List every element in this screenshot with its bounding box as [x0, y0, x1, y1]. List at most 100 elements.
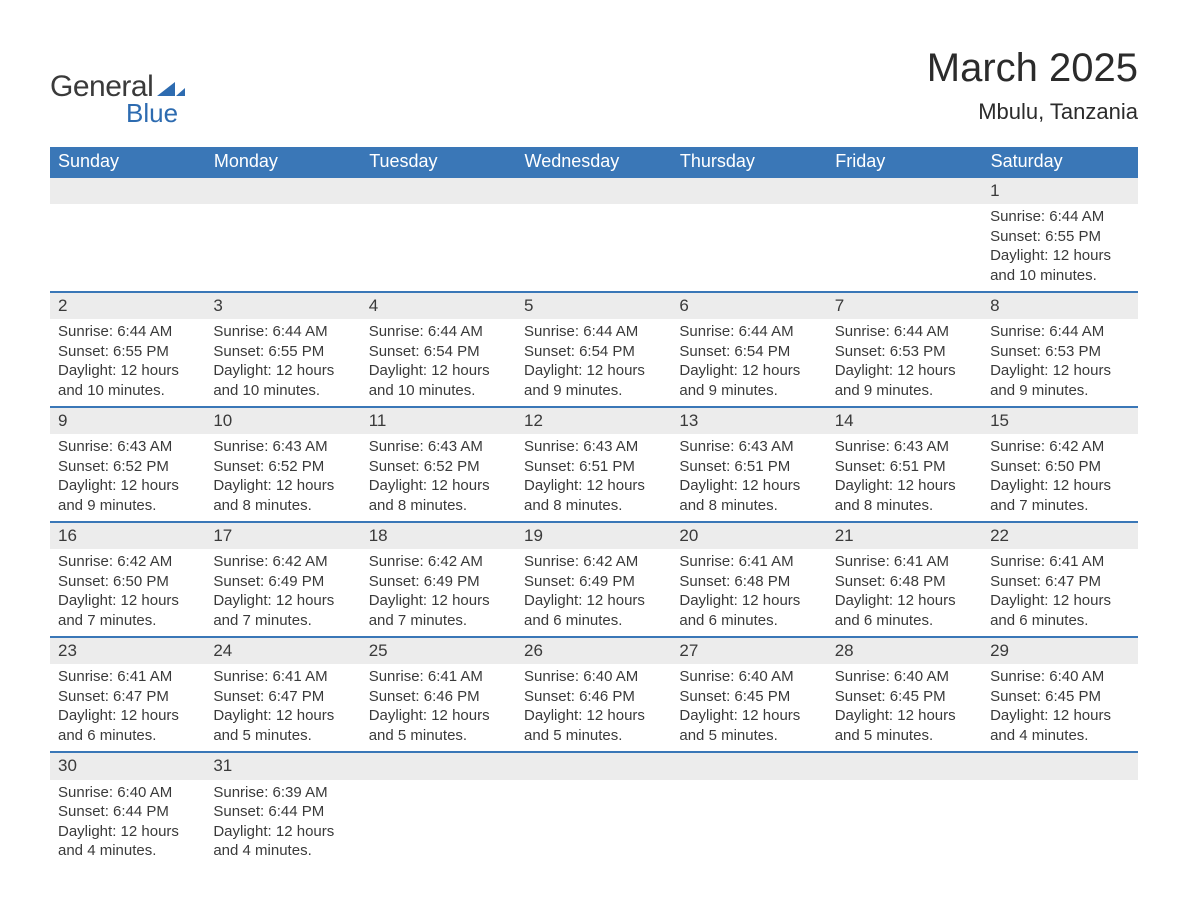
sunrise-text: Sunrise: 6:41 AM	[679, 552, 818, 572]
day-details	[671, 204, 826, 292]
sunset-text: Sunset: 6:55 PM	[58, 342, 197, 362]
day-number	[50, 177, 205, 204]
day-number: 3	[205, 292, 360, 319]
day-details: Sunrise: 6:44 AMSunset: 6:55 PMDaylight:…	[50, 319, 205, 407]
sunrise-text: Sunrise: 6:42 AM	[990, 437, 1129, 457]
day-number: 26	[516, 637, 671, 664]
sunrise-text: Sunrise: 6:40 AM	[524, 667, 663, 687]
detail-row: Sunrise: 6:44 AMSunset: 6:55 PMDaylight:…	[50, 319, 1138, 407]
day-details: Sunrise: 6:43 AMSunset: 6:52 PMDaylight:…	[205, 434, 360, 522]
day-number	[516, 177, 671, 204]
day-details	[361, 780, 516, 867]
daylight-text: Daylight: 12 hours and 7 minutes.	[369, 591, 508, 630]
daylight-text: Daylight: 12 hours and 5 minutes.	[835, 706, 974, 745]
day-details: Sunrise: 6:44 AMSunset: 6:54 PMDaylight:…	[671, 319, 826, 407]
day-number	[361, 177, 516, 204]
day-details: Sunrise: 6:42 AMSunset: 6:49 PMDaylight:…	[361, 549, 516, 637]
day-number: 21	[827, 522, 982, 549]
sunrise-text: Sunrise: 6:41 AM	[369, 667, 508, 687]
day-number: 8	[982, 292, 1137, 319]
daylight-text: Daylight: 12 hours and 10 minutes.	[213, 361, 352, 400]
sunrise-text: Sunrise: 6:39 AM	[213, 783, 352, 803]
sunset-text: Sunset: 6:45 PM	[679, 687, 818, 707]
day-number	[205, 177, 360, 204]
daylight-text: Daylight: 12 hours and 10 minutes.	[58, 361, 197, 400]
day-details: Sunrise: 6:43 AMSunset: 6:52 PMDaylight:…	[50, 434, 205, 522]
title-block: March 2025 Mbulu, Tanzania	[927, 40, 1138, 125]
sunset-text: Sunset: 6:48 PM	[679, 572, 818, 592]
sunrise-text: Sunrise: 6:43 AM	[369, 437, 508, 457]
day-details: Sunrise: 6:41 AMSunset: 6:48 PMDaylight:…	[827, 549, 982, 637]
sunrise-text: Sunrise: 6:44 AM	[213, 322, 352, 342]
day-number	[827, 752, 982, 779]
day-number: 11	[361, 407, 516, 434]
sunrise-text: Sunrise: 6:42 AM	[58, 552, 197, 572]
day-details: Sunrise: 6:40 AMSunset: 6:45 PMDaylight:…	[982, 664, 1137, 752]
sunset-text: Sunset: 6:49 PM	[213, 572, 352, 592]
daylight-text: Daylight: 12 hours and 4 minutes.	[58, 822, 197, 861]
daylight-text: Daylight: 12 hours and 6 minutes.	[524, 591, 663, 630]
sunset-text: Sunset: 6:46 PM	[524, 687, 663, 707]
day-details	[827, 780, 982, 867]
day-details: Sunrise: 6:40 AMSunset: 6:46 PMDaylight:…	[516, 664, 671, 752]
daylight-text: Daylight: 12 hours and 6 minutes.	[990, 591, 1129, 630]
day-number: 30	[50, 752, 205, 779]
day-details	[827, 204, 982, 292]
sunset-text: Sunset: 6:54 PM	[369, 342, 508, 362]
day-details: Sunrise: 6:40 AMSunset: 6:45 PMDaylight:…	[671, 664, 826, 752]
sunrise-text: Sunrise: 6:42 AM	[524, 552, 663, 572]
day-number: 13	[671, 407, 826, 434]
day-number	[671, 752, 826, 779]
day-header: Tuesday	[361, 147, 516, 177]
logo: General Blue	[50, 40, 185, 129]
day-number	[361, 752, 516, 779]
day-number: 12	[516, 407, 671, 434]
day-number: 5	[516, 292, 671, 319]
day-number: 4	[361, 292, 516, 319]
sunrise-text: Sunrise: 6:44 AM	[58, 322, 197, 342]
day-number: 6	[671, 292, 826, 319]
day-details	[982, 780, 1137, 867]
day-number: 25	[361, 637, 516, 664]
daylight-text: Daylight: 12 hours and 5 minutes.	[369, 706, 508, 745]
day-header: Thursday	[671, 147, 826, 177]
day-number: 2	[50, 292, 205, 319]
daylight-text: Daylight: 12 hours and 9 minutes.	[990, 361, 1129, 400]
day-header: Friday	[827, 147, 982, 177]
daylight-text: Daylight: 12 hours and 7 minutes.	[990, 476, 1129, 515]
detail-row: Sunrise: 6:43 AMSunset: 6:52 PMDaylight:…	[50, 434, 1138, 522]
sunrise-text: Sunrise: 6:41 AM	[58, 667, 197, 687]
day-details: Sunrise: 6:43 AMSunset: 6:52 PMDaylight:…	[361, 434, 516, 522]
daylight-text: Daylight: 12 hours and 8 minutes.	[679, 476, 818, 515]
daynum-row: 3031	[50, 752, 1138, 779]
day-details: Sunrise: 6:39 AMSunset: 6:44 PMDaylight:…	[205, 780, 360, 867]
day-number: 29	[982, 637, 1137, 664]
sunrise-text: Sunrise: 6:44 AM	[990, 322, 1129, 342]
daynum-row: 2345678	[50, 292, 1138, 319]
day-header: Sunday	[50, 147, 205, 177]
day-number: 7	[827, 292, 982, 319]
sunrise-text: Sunrise: 6:42 AM	[213, 552, 352, 572]
logo-text-blue: Blue	[126, 98, 178, 129]
daylight-text: Daylight: 12 hours and 4 minutes.	[213, 822, 352, 861]
daynum-row: 23242526272829	[50, 637, 1138, 664]
daylight-text: Daylight: 12 hours and 9 minutes.	[835, 361, 974, 400]
detail-row: Sunrise: 6:41 AMSunset: 6:47 PMDaylight:…	[50, 664, 1138, 752]
day-number: 20	[671, 522, 826, 549]
sunrise-text: Sunrise: 6:44 AM	[835, 322, 974, 342]
sunrise-text: Sunrise: 6:43 AM	[58, 437, 197, 457]
day-number: 24	[205, 637, 360, 664]
month-title: March 2025	[927, 46, 1138, 91]
daylight-text: Daylight: 12 hours and 8 minutes.	[369, 476, 508, 515]
day-number: 16	[50, 522, 205, 549]
sunrise-text: Sunrise: 6:40 AM	[990, 667, 1129, 687]
sunset-text: Sunset: 6:44 PM	[58, 802, 197, 822]
day-details: Sunrise: 6:42 AMSunset: 6:50 PMDaylight:…	[50, 549, 205, 637]
day-details: Sunrise: 6:44 AMSunset: 6:53 PMDaylight:…	[827, 319, 982, 407]
day-details: Sunrise: 6:41 AMSunset: 6:46 PMDaylight:…	[361, 664, 516, 752]
day-number: 28	[827, 637, 982, 664]
sunset-text: Sunset: 6:47 PM	[58, 687, 197, 707]
day-number: 14	[827, 407, 982, 434]
sunset-text: Sunset: 6:53 PM	[990, 342, 1129, 362]
daynum-row: 1	[50, 177, 1138, 204]
